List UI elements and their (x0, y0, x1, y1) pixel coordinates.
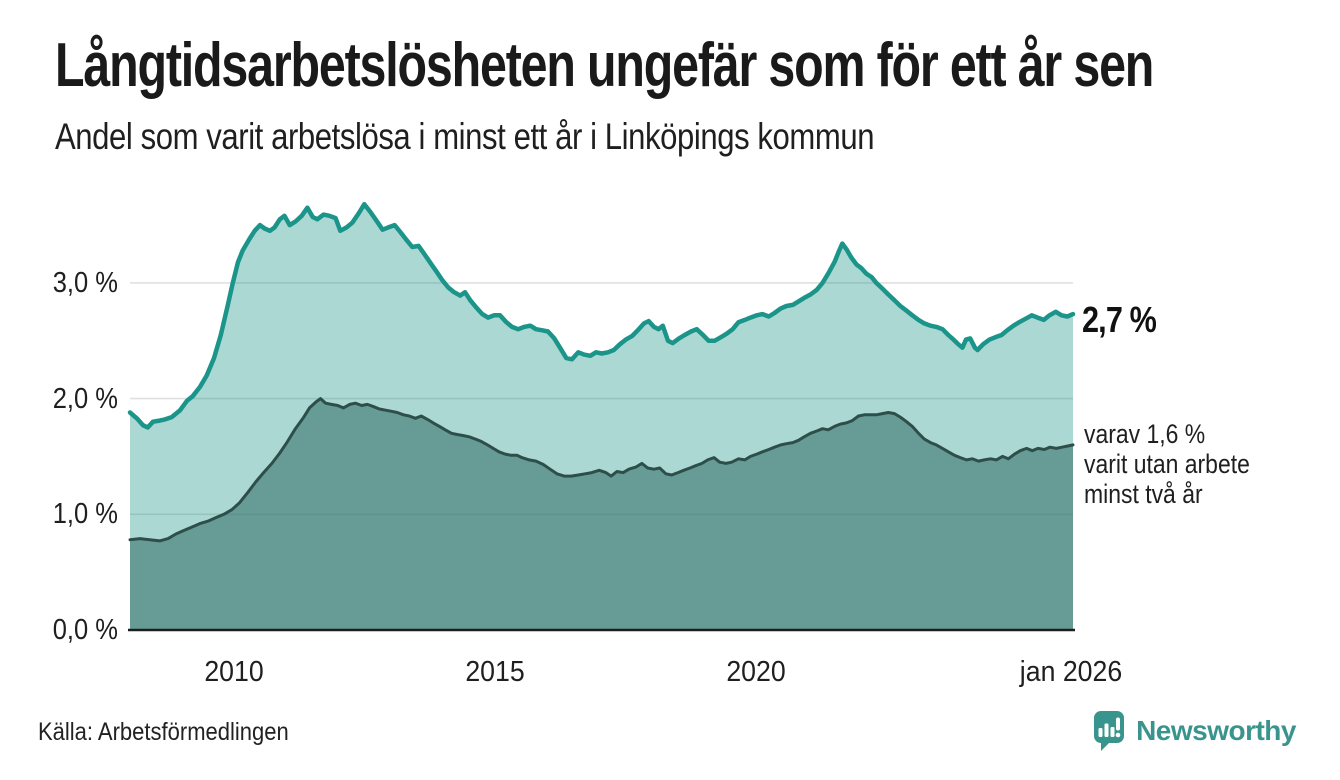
newsworthy-speech-bubble-chart-icon (1094, 711, 1125, 751)
x-tick-label: 2010 (204, 656, 265, 688)
series-area-2 (130, 398, 1073, 630)
annotation-note-line: minst två år (1084, 479, 1203, 509)
annotation-end-value: 2,7 % (1082, 299, 1157, 340)
x-tick-label: jan 2026 (1020, 656, 1123, 688)
annotation-note-line: varit utan arbete (1084, 449, 1250, 479)
annotation-note-line: varav 1,6 % (1084, 419, 1206, 449)
newsworthy-logo-text: Newsworthy (1136, 714, 1296, 746)
page-subtitle: Andel som varit arbetslösa i minst ett å… (55, 116, 875, 157)
newsworthy-logo: Newsworthy (1091, 710, 1296, 751)
page-title: Långtidsarbetslösheten ungefär som för e… (55, 31, 1154, 100)
y-tick-label: 0,0 % (52, 614, 118, 646)
source-text: Källa: Arbetsförmedlingen (38, 718, 289, 746)
x-tick-label: 2020 (726, 656, 786, 688)
series-line-2 (128, 397, 1075, 543)
y-tick-label: 1,0 % (52, 498, 118, 531)
y-tick-label: 3,0 % (52, 266, 118, 299)
x-tick-label: 2015 (465, 656, 525, 688)
annotation-note: varav 1,6 % varit utan arbete minst två … (1084, 419, 1250, 509)
series-line-1 (127, 201, 1076, 430)
y-tick-label: 2,0 % (52, 382, 118, 415)
